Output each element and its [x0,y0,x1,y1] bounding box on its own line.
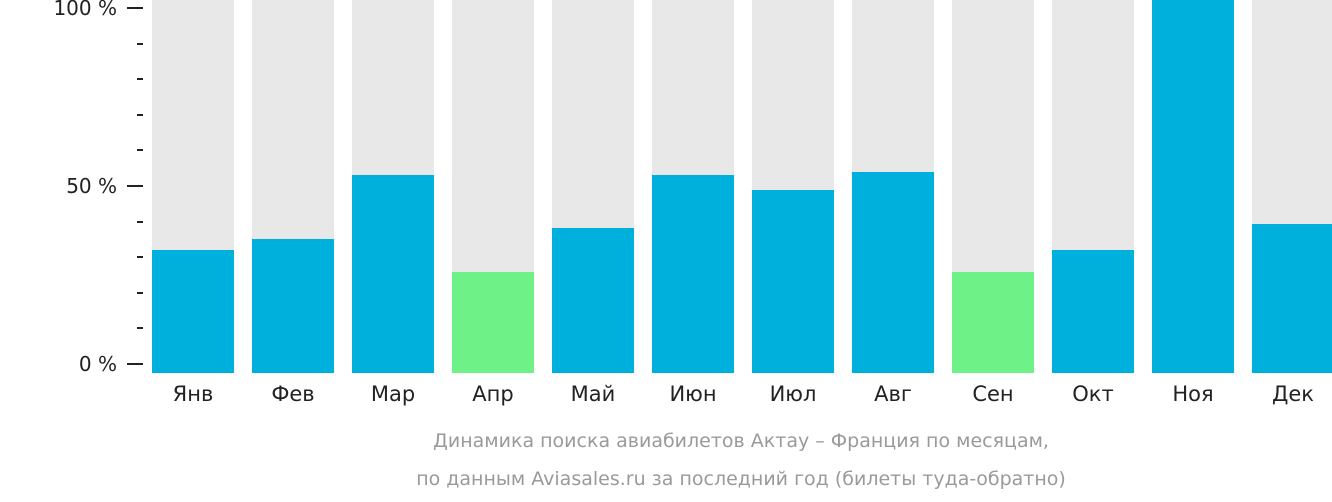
x-tick-label: Янв [172,382,214,406]
y-tick-minor [137,256,143,259]
plot-area [152,0,1332,373]
y-tick-minor [137,113,143,116]
bar-track [652,0,734,373]
bar-track [1152,0,1234,373]
bar-track [852,0,934,373]
x-tick-label: Фев [271,382,315,406]
y-tick-minor [137,149,143,152]
bar-track [352,0,434,373]
y-tick-major [127,185,143,187]
x-tick-label: Апр [472,382,514,406]
bar-track [952,0,1034,373]
x-tick-label: Ноя [1172,382,1214,406]
bar-track [152,0,234,373]
bar-Сен[interactable] [952,272,1034,373]
y-tick-label: 0 % [78,352,117,376]
bar-Май[interactable] [552,227,634,373]
x-tick-label: Авг [874,382,912,406]
y-tick-label: 50 % [66,174,117,198]
bar-Июл[interactable] [752,190,834,373]
y-axis: 0 % 50 % 100 % [0,0,145,380]
x-tick-label: Июн [669,382,717,406]
y-tick-minor [137,291,143,294]
bar-Дек[interactable] [1252,223,1332,373]
y-tick-minor [137,78,143,81]
x-tick-label: Июл [769,382,817,406]
y-tick-minor [137,327,143,330]
bar-Мар[interactable] [352,175,434,373]
x-tick-label: Май [570,382,616,406]
x-tick-label: Мар [370,382,416,406]
chart-subtitle: по данным Aviasales.ru за последний год … [416,468,1066,490]
x-tick-label: Сен [972,382,1014,406]
bar-track [1052,0,1134,373]
y-tick-minor [137,220,143,223]
x-tick-label: Окт [1072,382,1114,406]
x-tick-label: Дек [1271,382,1314,406]
y-tick-major [127,363,143,365]
bar-Окт[interactable] [1052,249,1134,373]
bar-Фев[interactable] [252,238,334,373]
bar-track [452,0,534,373]
bar-track [252,0,334,373]
bar-Янв[interactable] [152,249,234,373]
bar-Авг[interactable] [852,171,934,373]
bar-Апр[interactable] [452,272,534,373]
bar-track [552,0,634,373]
bar-track [1252,0,1332,373]
y-tick-label: 100 % [53,0,117,20]
bar-track [752,0,834,373]
bar-Июн[interactable] [652,175,734,373]
y-tick-minor [137,42,143,45]
bar-Ноя[interactable] [1152,0,1234,373]
chart-title: Динамика поиска авиабилетов Актау – Фран… [433,430,1049,452]
y-tick-major [127,7,143,9]
